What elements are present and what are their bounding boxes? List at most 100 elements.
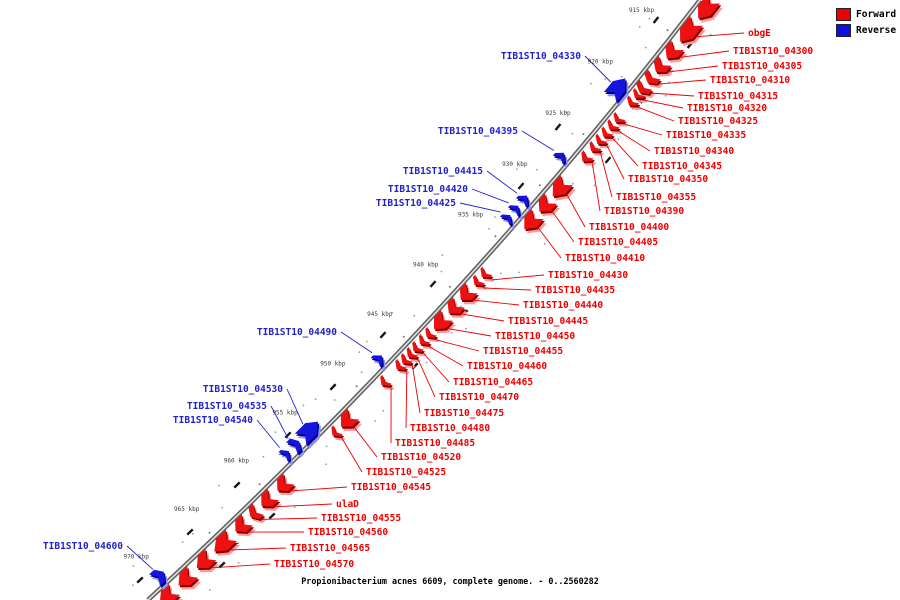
scatter-dot [314,398,317,401]
gene-label: TIB1ST10_04535 [187,401,267,412]
gene-callout-line [644,99,684,109]
gene-callout-line [429,346,464,367]
gene-label: TIB1ST10_04555 [321,513,401,524]
scatter-dot [593,184,596,187]
scatter-dot [262,455,265,458]
scatter-dot [358,351,361,353]
gene-callout-line [612,138,639,167]
gene-arrow [627,95,640,106]
gene-label: TIB1ST10_04520 [381,452,461,463]
gene-arrow [421,338,434,350]
gene-arrow [538,193,558,212]
gene-arrow [340,408,360,427]
gene-label: TIB1ST10_04325 [678,116,758,127]
gene-callout-line [606,145,625,180]
tick-dot [355,385,358,388]
scatter-dot [191,532,194,535]
gene-arrow [294,421,319,445]
gene-arrow [404,357,416,369]
gene-label: TIB1ST10_04330 [501,51,581,62]
scatter-dot [465,327,467,330]
scatter-dot [488,227,490,230]
scatter-dot [516,168,518,171]
reverse-strand-swatch-icon [836,24,851,37]
scatter-dot [237,542,240,545]
gene-arrow [434,309,453,330]
scatter-dot [450,332,453,334]
gene-label: TIB1ST10_04405 [578,237,658,248]
gene-label: TIB1ST10_04545 [351,482,431,493]
scatter-dot [571,132,574,135]
tick-label: 925 kbp [545,110,571,117]
gene-label: TIB1ST10_04390 [604,206,684,217]
gene-callout-line [460,313,505,322]
tick-label: 965 kbp [174,506,200,513]
gene-label: TIB1ST10_04435 [535,285,615,296]
gene-arrow [698,0,721,19]
gene-label: TIB1ST10_04485 [395,438,475,449]
scatter-dot [302,404,305,407]
tick-dot [208,531,211,534]
gene-label: TIB1ST10_04525 [366,467,446,478]
scatter-dot [499,272,502,275]
tick-dot [402,335,405,338]
gene-callout-line [353,426,378,458]
tick-label: 935 kbp [458,211,484,218]
gene-arrow [595,133,608,145]
gene-label: TIB1ST10_04600 [43,541,123,552]
minor-feature-dash [604,156,612,164]
tick-label: 940 kbp [413,261,439,268]
gene-arrow [409,351,422,363]
gene-arrow [653,55,672,73]
scatter-dot [413,314,416,317]
tick-label: 915 kbp [629,7,655,14]
gene-label: TIB1ST10_04315 [698,91,778,102]
gene-arrow [425,326,437,338]
gene-callout-line [566,193,586,228]
scatter-dot [617,138,620,140]
gene-arrow [524,208,544,230]
minor-feature-dash [233,481,241,489]
gene-callout-line [638,107,675,122]
gene-label: TIB1ST10_04345 [642,161,722,172]
gene-arrow [447,296,465,314]
gene-arrow [607,119,620,130]
gene-arrow [178,566,199,586]
gene-callout-line [459,202,501,213]
scatter-dot [518,271,520,274]
gene-arrow [149,569,166,587]
legend: Forward Reverse [836,8,896,40]
gene-arrow [552,174,573,197]
gene-callout-line [286,388,304,425]
gene-arrow [277,473,295,492]
gene-callout-line [657,79,707,85]
gene-callout-line [650,92,695,97]
gene-label: ulaD [336,499,359,510]
gene-arrow [395,358,407,370]
scatter-dot [604,78,607,81]
gene-label: TIB1ST10_04470 [439,392,519,403]
scatter-dot [638,25,641,28]
gene-arrow [286,438,302,454]
scatter-dot [333,399,336,401]
gene-arrow [665,40,684,59]
gene-callout-line [667,65,719,73]
scatter-dot [132,565,135,567]
gene-label: obgE [748,28,771,39]
gene-label: TIB1ST10_04450 [495,331,575,342]
gene-callout-line [423,353,450,383]
gene-arrow [248,503,264,520]
gene-label: TIB1ST10_04560 [308,527,388,538]
minor-feature-dash [136,576,144,584]
gene-callout-line [551,210,575,243]
scatter-dot [644,46,647,49]
genome-title: Propionibacterium acnes 6609, complete g… [301,576,599,586]
forward-strand-swatch-icon [836,8,851,21]
gene-arrow [636,79,653,95]
scatter-dot [237,561,240,564]
minor-feature-dash [429,280,437,288]
scatter-dot [325,463,327,466]
gene-label: TIB1ST10_04395 [438,126,518,137]
scatter-dot [589,82,592,85]
gene-callout-line [521,130,555,151]
